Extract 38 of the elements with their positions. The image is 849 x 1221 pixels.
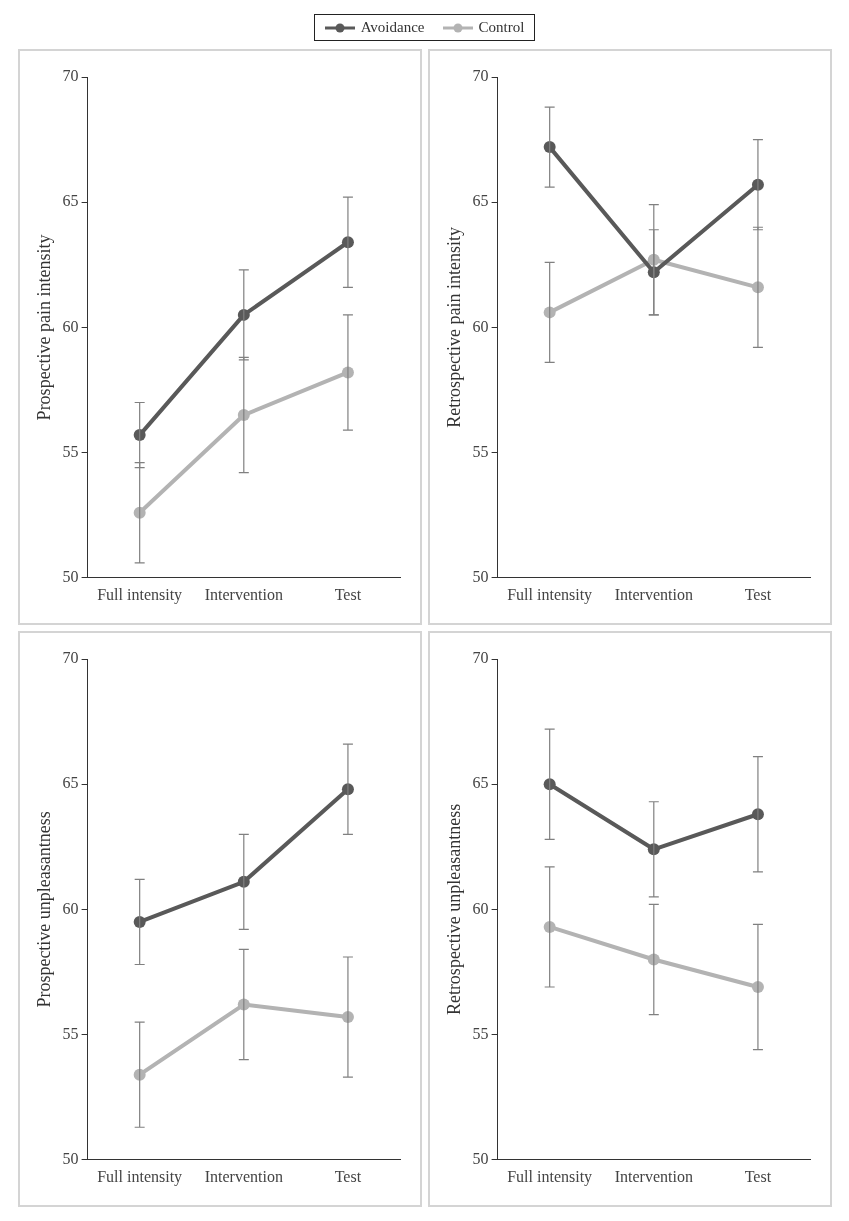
x-tick-label: Intervention: [204, 1167, 283, 1185]
legend-label: Avoidance: [360, 19, 425, 36]
y-tick-label: 55: [472, 1024, 489, 1042]
y-tick-label: 55: [62, 442, 79, 460]
y-tick-label: 65: [62, 774, 79, 792]
legend-label: Control: [478, 19, 525, 36]
x-tick-label: Full intensity: [96, 585, 182, 604]
y-tick-label: 50: [62, 568, 79, 585]
y-tick-label: 50: [472, 1150, 489, 1167]
y-axis-title: Retrospective pain intensity: [443, 226, 464, 428]
x-tick-label: Intervention: [204, 585, 283, 603]
x-tick-label: Intervention: [614, 585, 693, 603]
y-tick-label: 70: [472, 67, 489, 85]
y-tick-label: 60: [472, 317, 489, 335]
x-tick-label: Intervention: [614, 1167, 693, 1185]
y-tick-label: 65: [472, 192, 489, 210]
y-tick-label: 60: [62, 899, 79, 917]
y-tick-label: 55: [62, 1024, 79, 1042]
y-tick-label: 55: [472, 442, 489, 460]
y-tick-label: 65: [472, 774, 489, 792]
y-axis-title: Retrospective unpleasantness: [443, 803, 464, 1016]
y-tick-label: 60: [62, 317, 79, 335]
x-tick-label: Full intensity: [96, 1167, 182, 1186]
y-tick-label: 50: [472, 568, 489, 585]
y-axis-title: Prospective unpleasantness: [33, 811, 54, 1008]
y-tick-label: 60: [472, 899, 489, 917]
x-tick-label: Test: [744, 585, 772, 603]
y-axis-title: Prospective pain intensity: [33, 234, 54, 421]
x-tick-label: Test: [744, 1167, 772, 1185]
y-tick-label: 65: [62, 192, 79, 210]
x-tick-label: Test: [334, 1167, 362, 1185]
x-tick-label: Test: [334, 585, 362, 603]
y-tick-label: 70: [472, 649, 489, 667]
y-tick-label: 70: [62, 67, 79, 85]
y-tick-label: 50: [62, 1150, 79, 1167]
x-tick-label: Full intensity: [506, 585, 592, 604]
x-tick-label: Full intensity: [506, 1167, 592, 1186]
y-tick-label: 70: [62, 649, 79, 667]
